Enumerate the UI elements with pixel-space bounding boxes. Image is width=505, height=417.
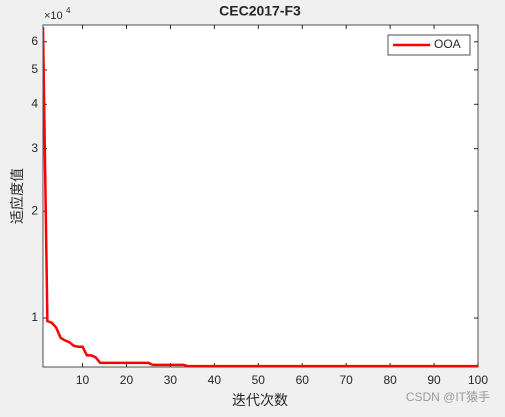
x-tick-label: 30 [164, 373, 178, 387]
x-axis-label: 迭代次数 [232, 393, 288, 409]
y-exponent-base: ×10 [44, 10, 63, 22]
y-tick-label: 2 [31, 203, 38, 217]
watermark: CSDN @IT猿手 [406, 389, 490, 404]
y-tick-label: 6 [31, 34, 38, 48]
x-tick-label: 60 [296, 373, 310, 387]
x-tick-label: 70 [340, 373, 354, 387]
legend-label: OOA [434, 37, 461, 51]
x-tick-label: 50 [252, 373, 266, 387]
y-tick-label: 4 [31, 96, 38, 110]
x-tick-label: 90 [427, 373, 441, 387]
plot-area [42, 24, 479, 368]
y-tick-label: 1 [31, 310, 38, 324]
x-tick-label: 40 [208, 373, 222, 387]
chart-title: CEC2017-F3 [219, 3, 301, 19]
y-tick-label: 5 [31, 62, 38, 76]
x-tick-label: 80 [383, 373, 397, 387]
x-tick-label: 100 [468, 373, 488, 387]
y-exponent: 4 [66, 6, 71, 15]
x-tick-label: 10 [76, 373, 90, 387]
y-tick-label: 3 [31, 141, 38, 155]
series-line [43, 27, 478, 367]
x-tick-label: 20 [120, 373, 134, 387]
y-axis-label: 适应度值 [9, 168, 26, 224]
